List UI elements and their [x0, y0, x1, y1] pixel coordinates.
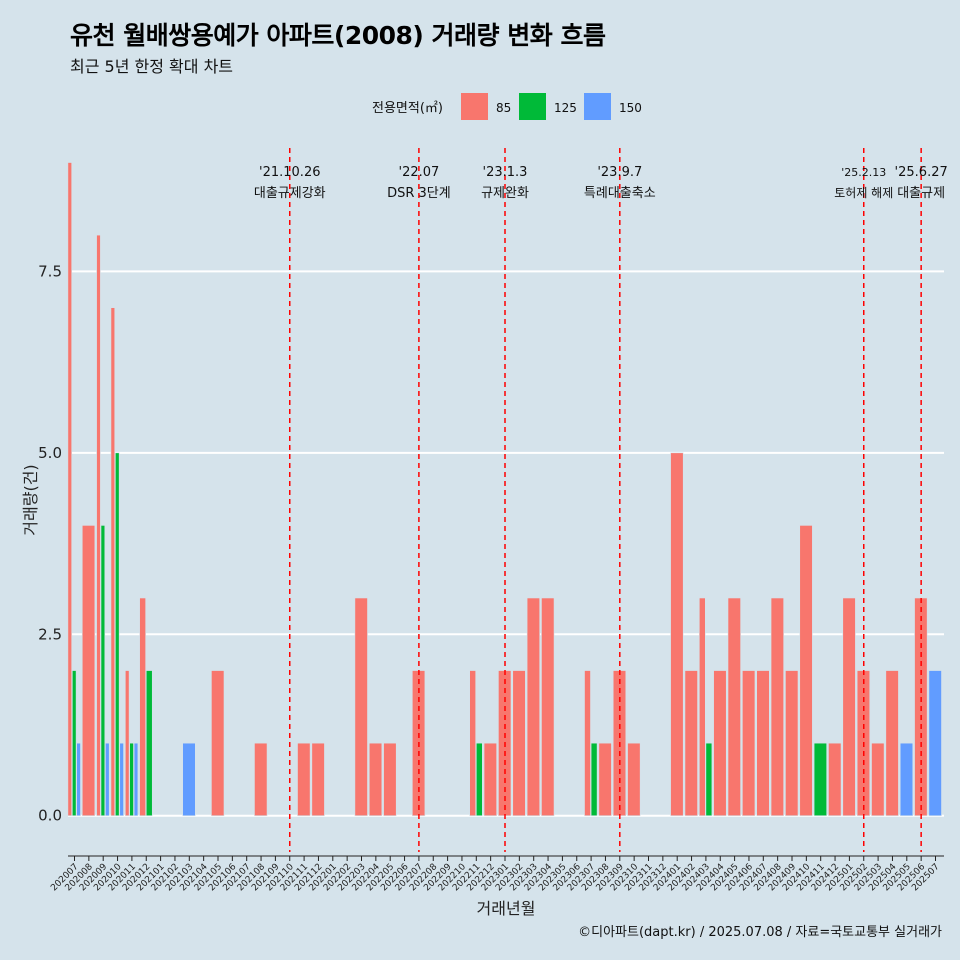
bar-85-202010: [110, 307, 116, 817]
y-tick-label: 7.5: [38, 262, 62, 280]
legend-swatch-150: [584, 93, 611, 120]
bar-150-202007: [76, 742, 81, 817]
bar-150-202507: [928, 670, 942, 817]
bar-150-202103: [182, 742, 196, 817]
event-label: DSR 3단계: [387, 186, 451, 201]
legend-title: 전용면적(㎡): [372, 101, 443, 116]
bar-85-202310: [627, 742, 641, 817]
bar-85-202405: [727, 597, 741, 817]
bar-85-202406: [742, 670, 756, 817]
bar-85-202402: [684, 670, 698, 817]
x-axis-title: 거래년월: [477, 899, 536, 918]
bar-125-202403: [705, 742, 713, 817]
bar-85-202302: [512, 670, 526, 817]
event-label: 토허제 해제: [834, 186, 893, 200]
legend-swatch-85: [461, 93, 488, 120]
source-caption: ©디아파트(dapt.kr) / 2025.07.08 / 자료=국토교통부 실…: [578, 925, 942, 940]
chart-title: 유천 월배쌍용예가 아파트(2008) 거래량 변화 흐름: [70, 21, 606, 50]
event-date: '22.07: [399, 165, 440, 180]
bar-85-202308: [598, 742, 612, 817]
chart-subtitle: 최근 5년 한정 확대 차트: [70, 57, 234, 76]
bar-85-202012: [139, 597, 146, 817]
bar-85-202407: [756, 670, 770, 817]
bar-85-202403: [698, 597, 706, 817]
y-axis-title: 거래량(건): [21, 464, 40, 535]
bar-85-202211: [469, 670, 477, 817]
bar-85-202501: [842, 597, 856, 817]
bar-125-202012: [145, 670, 153, 817]
event-date: '25.6.27: [895, 165, 948, 180]
event-date: '25.2.13: [841, 166, 886, 179]
bar-125-202307: [590, 742, 598, 817]
bar-85-202409: [785, 670, 799, 817]
bar-85-202307: [584, 670, 591, 817]
legend-label-125: 125: [554, 101, 577, 115]
legend-label-85: 85: [496, 101, 511, 115]
bar-85-202205: [383, 742, 397, 817]
bar-85-202112: [311, 742, 325, 817]
event-label: 대출규제: [897, 186, 945, 201]
bar-85-202504: [885, 670, 899, 817]
bar-125-202010: [115, 452, 120, 817]
bar-85-202009: [96, 234, 101, 817]
bar-85-202108: [254, 742, 268, 817]
bar-125-202009: [100, 525, 106, 817]
bar-85-202105: [211, 670, 225, 817]
bar-85-202408: [770, 597, 784, 817]
y-tick-label: 5.0: [38, 444, 62, 462]
bar-125-202411: [813, 742, 828, 817]
y-tick-label: 0.0: [38, 807, 62, 825]
bar-85-202412: [828, 742, 842, 817]
bar-85-202304: [541, 597, 555, 817]
bar-85-202203: [354, 597, 368, 817]
bar-150-202011: [133, 742, 139, 817]
event-label: 대출규제강화: [254, 186, 326, 201]
bar-85-202401: [670, 452, 684, 817]
event-date: '23.1.3: [483, 165, 528, 180]
event-label: 규제완화: [481, 186, 529, 201]
bar-85-202503: [871, 742, 885, 817]
bar-85-202404: [713, 670, 727, 817]
event-date: '23.9.7: [597, 165, 642, 180]
bar-125-202011: [129, 742, 134, 817]
bar-125-202007: [71, 670, 77, 817]
bar-85-202303: [526, 597, 541, 817]
y-tick-label: 2.5: [38, 625, 62, 643]
legend-swatch-125: [519, 93, 546, 120]
bar-150-202010: [119, 742, 124, 817]
bar-150-202009: [105, 742, 110, 817]
bar-125-202211: [475, 742, 483, 817]
event-date: '21.10.26: [259, 165, 320, 180]
bar-85-202008: [81, 525, 96, 817]
bar-85-202212: [483, 742, 497, 817]
bar-150-202505: [899, 742, 914, 817]
legend-label-150: 150: [619, 101, 642, 115]
bar-85-202410: [799, 525, 813, 817]
bar-85-202111: [297, 742, 311, 817]
bar-85-202204: [368, 742, 383, 817]
bar-85-202007: [67, 162, 72, 817]
bar-85-202011: [124, 670, 130, 817]
event-label: 특례대출축소: [584, 186, 656, 201]
